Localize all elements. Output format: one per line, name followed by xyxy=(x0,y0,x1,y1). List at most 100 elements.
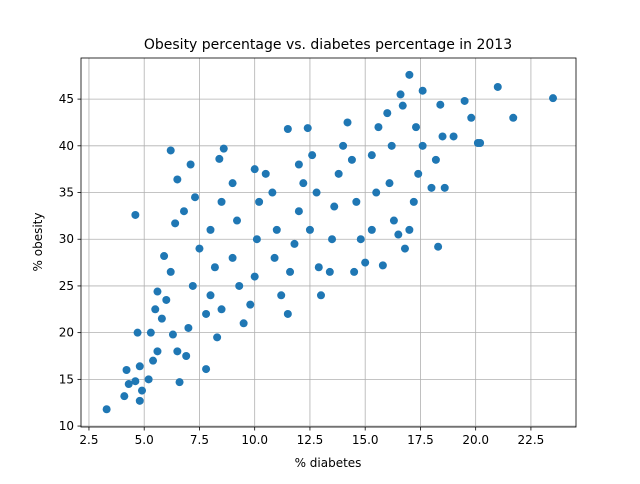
point xyxy=(436,100,445,109)
point xyxy=(460,96,469,105)
point xyxy=(509,113,518,122)
y-tick-label: 40 xyxy=(59,139,74,153)
x-tick-label: 15.0 xyxy=(352,433,379,447)
point xyxy=(166,146,175,155)
point xyxy=(314,263,323,272)
point xyxy=(372,188,381,197)
x-tick-label: 2.5 xyxy=(79,433,98,447)
point xyxy=(405,70,414,79)
point xyxy=(162,295,171,304)
point xyxy=(283,124,292,133)
x-tick-label: 12.5 xyxy=(297,433,324,447)
point xyxy=(347,155,356,164)
point xyxy=(352,197,361,206)
x-tick-label: 22.5 xyxy=(518,433,545,447)
point xyxy=(312,188,321,197)
point xyxy=(133,328,142,337)
point xyxy=(400,244,409,253)
point xyxy=(175,378,184,387)
x-axis-label: % diabetes xyxy=(295,456,362,470)
point xyxy=(398,101,407,110)
point xyxy=(210,263,219,272)
point xyxy=(350,267,359,276)
point xyxy=(261,169,270,178)
point xyxy=(144,375,153,384)
point xyxy=(206,291,215,300)
y-tick-label: 15 xyxy=(59,372,74,386)
point xyxy=(217,305,226,314)
point xyxy=(120,392,129,401)
point xyxy=(233,216,242,225)
point xyxy=(166,267,175,276)
point xyxy=(339,141,348,150)
point xyxy=(378,261,387,270)
point xyxy=(383,109,392,118)
point xyxy=(146,328,155,337)
point xyxy=(418,141,427,150)
point xyxy=(272,225,281,234)
x-tick-label: 5.0 xyxy=(135,433,154,447)
point xyxy=(387,141,396,150)
point xyxy=(228,179,237,188)
point xyxy=(182,352,191,361)
point xyxy=(153,347,162,356)
y-tick-label: 25 xyxy=(59,279,74,293)
x-tick-label: 17.5 xyxy=(407,433,434,447)
point xyxy=(235,281,244,290)
point xyxy=(367,225,376,234)
point xyxy=(173,347,182,356)
point xyxy=(270,253,279,262)
point xyxy=(305,225,314,234)
point xyxy=(239,319,248,328)
point xyxy=(171,219,180,228)
point xyxy=(191,193,200,202)
point xyxy=(188,281,197,290)
point xyxy=(438,132,447,141)
point xyxy=(195,244,204,253)
point xyxy=(394,230,403,239)
x-tick-label: 20.0 xyxy=(462,433,489,447)
point xyxy=(173,175,182,184)
point xyxy=(286,267,295,276)
point xyxy=(179,207,188,216)
point xyxy=(328,235,337,244)
point xyxy=(184,323,193,332)
point xyxy=(215,154,224,163)
point xyxy=(374,123,383,132)
point xyxy=(385,179,394,188)
point xyxy=(160,252,169,261)
point xyxy=(202,309,211,318)
point xyxy=(246,300,255,309)
point xyxy=(330,202,339,211)
point xyxy=(206,225,215,234)
point xyxy=(122,366,131,375)
chart-title: Obesity percentage vs. diabetes percenta… xyxy=(144,37,512,53)
point xyxy=(250,165,259,174)
point xyxy=(343,118,352,127)
point xyxy=(316,291,325,300)
point xyxy=(213,333,222,342)
y-tick-label: 20 xyxy=(59,326,74,340)
point xyxy=(157,314,166,323)
point xyxy=(290,239,299,248)
point xyxy=(131,210,140,219)
point xyxy=(294,160,303,169)
point xyxy=(219,144,228,153)
point xyxy=(303,124,312,133)
y-tick-label: 35 xyxy=(59,186,74,200)
point xyxy=(135,396,144,405)
y-tick-label: 45 xyxy=(59,92,74,106)
point xyxy=(228,253,237,262)
point xyxy=(168,330,177,339)
point xyxy=(409,197,418,206)
point xyxy=(325,267,334,276)
point xyxy=(493,82,502,91)
x-tick-label: 7.5 xyxy=(190,433,209,447)
point xyxy=(476,139,485,148)
point xyxy=(412,123,421,132)
point xyxy=(396,90,405,99)
point xyxy=(356,235,365,244)
point xyxy=(131,377,140,386)
